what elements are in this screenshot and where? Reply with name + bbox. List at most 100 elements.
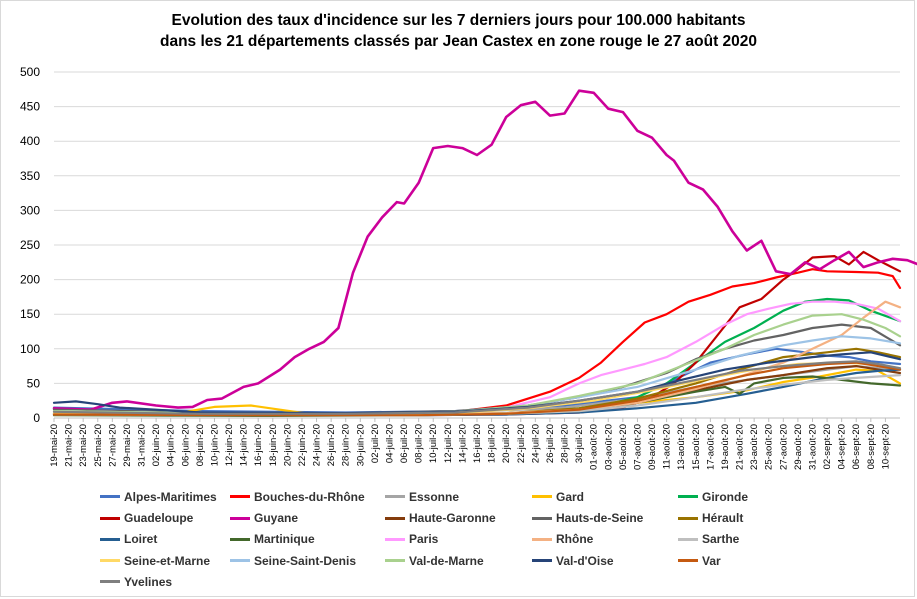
legend-item: Guyane	[230, 510, 298, 526]
legend-swatch	[532, 537, 552, 541]
legend-swatch	[532, 558, 552, 562]
legend-swatch	[678, 516, 698, 520]
chart-title-line-1: Evolution des taux d'incidence sur les 7…	[171, 12, 746, 29]
legend-label: Hérault	[702, 511, 744, 526]
x-tick-label: 18-juil-20	[487, 424, 498, 463]
x-tick-label: 22-juil-20	[516, 424, 527, 463]
legend-label: Loiret	[124, 532, 158, 547]
legend-item: Loiret	[100, 531, 157, 547]
legend-item: Guadeloupe	[100, 510, 193, 526]
legend-swatch	[385, 495, 405, 499]
x-tick-label: 25-mai-20	[93, 424, 104, 467]
legend-swatch	[678, 537, 698, 541]
series-line-16	[52, 335, 902, 415]
x-tick-label: 07-août-20	[632, 424, 643, 470]
x-tick-label: 04-juin-20	[166, 424, 177, 466]
x-tick-label: 04-sept-20	[837, 424, 848, 469]
x-tick-label: 24-juin-20	[312, 424, 323, 466]
legend-swatch	[532, 495, 552, 499]
series-line-5	[52, 250, 902, 417]
x-tick-label: 19-août-20	[720, 424, 731, 470]
x-tick-label: 30-juil-20	[574, 424, 585, 463]
x-tick-label: 31-août-20	[807, 424, 818, 470]
legend-item: Bouches-du-Rhône	[230, 489, 365, 505]
series-line-1	[52, 268, 902, 415]
x-tick-label: 27-mai-20	[107, 424, 118, 467]
chart-title-line-2: dans les 21 départements classés par Jea…	[159, 33, 758, 50]
legend-label: Gironde	[702, 490, 749, 504]
x-tick-label: 16-juil-20	[472, 424, 483, 463]
x-tick-label: 13-août-20	[676, 424, 687, 470]
x-tick-label: 26-juil-20	[545, 424, 556, 463]
legend-item: Haute-Garonne	[385, 510, 496, 526]
series-line-19	[52, 361, 902, 417]
x-tick-label: 28-juil-20	[560, 424, 571, 463]
legend-label: Alpes-Maritimes	[124, 490, 217, 504]
chart-title: Evolution des taux d'incidence sur les 7…	[0, 10, 917, 52]
legend-label: Rhône	[556, 532, 594, 547]
y-tick-label: 100	[20, 342, 40, 356]
y-tick-label: 200	[20, 273, 40, 287]
legend-label: Paris	[409, 532, 439, 547]
legend-item: Val-de-Marne	[385, 553, 484, 569]
legend-label: Seine-Saint-Denis	[254, 553, 357, 568]
x-tick-label: 25-août-20	[764, 424, 775, 470]
x-tick-label: 31-mai-20	[137, 424, 148, 467]
y-tick-label: 250	[20, 238, 40, 252]
legend-swatch	[230, 558, 250, 562]
legend-label: Guadeloupe	[124, 511, 194, 526]
x-tick-label: 27-août-20	[778, 424, 789, 470]
x-tick-label: 10-sept-20	[880, 424, 891, 469]
series-line-17	[52, 313, 902, 415]
x-tick-label: 26-juin-20	[326, 424, 337, 466]
x-tick-label: 22-juin-20	[297, 424, 308, 466]
line-chart: 0 50 100 150 200 250 300 350 400 450 500 19-mai-20 2…	[20, 65, 917, 470]
legend-item: Val-d'Oise	[532, 553, 614, 569]
series-line-6	[52, 89, 917, 412]
y-tick-label: 50	[27, 376, 41, 390]
legend-item: Gironde	[678, 489, 748, 505]
legend-label: Haute-Garonne	[409, 511, 496, 526]
legend-swatch	[230, 495, 250, 499]
legend-item: Alpes-Maritimes	[100, 489, 217, 505]
legend-swatch	[230, 516, 250, 520]
legend-item: Var	[678, 553, 721, 569]
series-line-13	[52, 300, 902, 416]
x-tick-label: 01-août-20	[589, 424, 600, 470]
x-tick-label: 16-juin-20	[253, 424, 264, 466]
legend-item: Yvelines	[100, 574, 172, 590]
y-tick-label: 400	[20, 134, 40, 148]
y-tick-label: 500	[20, 65, 40, 79]
series-line-8	[52, 323, 902, 415]
legend-label: Gard	[556, 490, 585, 504]
legend-swatch	[100, 495, 120, 499]
x-tick-label: 02-sept-20	[822, 424, 833, 469]
series-line-18	[52, 351, 902, 415]
x-tick-label: 06-juil-20	[399, 424, 410, 463]
legend-label: Val-d'Oise	[556, 553, 614, 568]
x-tick-label: 02-juil-20	[370, 424, 381, 463]
x-tick-label: 21-août-20	[735, 424, 746, 470]
series-line-9	[52, 347, 902, 417]
y-tick-label: 450	[20, 100, 40, 114]
legend-item: Paris	[385, 531, 438, 547]
legend-label: Hauts-de-Seine	[556, 511, 644, 526]
x-tick-label: 24-juil-20	[530, 424, 541, 463]
y-tick-label: 300	[20, 203, 40, 217]
legend-item: Essonne	[385, 489, 459, 505]
legend-swatch	[385, 516, 405, 520]
legend-label: Val-de-Marne	[409, 553, 484, 568]
x-tick-label: 08-juin-20	[195, 424, 206, 466]
x-tick-label: 20-juin-20	[282, 424, 293, 466]
x-tick-label: 19-mai-20	[49, 424, 60, 467]
x-tick-label: 30-juin-20	[355, 424, 366, 466]
legend-item: Rhône	[532, 531, 593, 547]
legend-label: Martinique	[254, 532, 315, 547]
x-tick-label: 10-juin-20	[209, 424, 220, 466]
legend-swatch	[100, 516, 120, 520]
legend-label: Guyane	[254, 511, 299, 526]
series-line-12	[52, 300, 902, 415]
legend-label: Yvelines	[124, 574, 173, 589]
x-tick-label: 17-août-20	[705, 424, 716, 470]
